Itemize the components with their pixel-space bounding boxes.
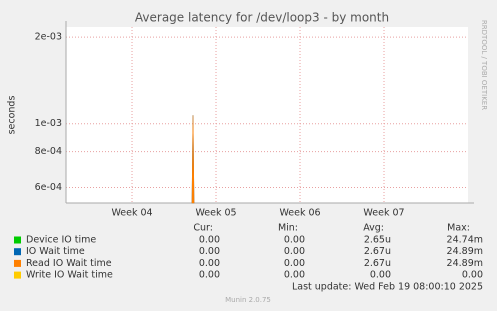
y-tick-label: 8e-04 <box>35 146 62 157</box>
legend-label: Write IO Wait time <box>26 270 113 281</box>
x-tick-label: Week 06 <box>279 208 320 219</box>
stat-header: Max: <box>447 223 470 234</box>
x-tick-label: Week 05 <box>195 208 236 219</box>
stat-value: 24.89m <box>447 258 483 269</box>
stat-value: 2.65u <box>364 235 391 246</box>
x-tick-label: Week 07 <box>363 208 404 219</box>
legend-swatch <box>14 271 21 279</box>
legend-swatch <box>14 248 21 256</box>
legend-label: IO Wait time <box>26 246 85 257</box>
stat-value: 24.74m <box>447 235 483 246</box>
stat-value: 0.00 <box>199 258 220 269</box>
stat-header: Min: <box>278 223 298 234</box>
stat-header: Cur: <box>193 223 213 234</box>
stat-value: 0.00 <box>284 235 305 246</box>
y-tick-label: 2e-03 <box>35 32 62 43</box>
side-note: RRDTOOL / TOBI OETIKER <box>480 20 488 110</box>
stat-value: 0.00 <box>199 235 220 246</box>
spike <box>191 115 195 204</box>
legend-label: Read IO Wait time <box>26 258 112 269</box>
stat-value: 0.00 <box>370 270 391 281</box>
stat-value: 0.00 <box>199 246 220 257</box>
stat-value: 0.00 <box>284 270 305 281</box>
stat-value: 2.67u <box>364 246 391 257</box>
y-axis-label: seconds <box>7 96 18 135</box>
stat-value: 0.00 <box>462 270 483 281</box>
footer: Munin 2.0.75 <box>225 296 271 304</box>
stat-value: 0.00 <box>199 270 220 281</box>
legend-swatch <box>14 259 21 267</box>
stat-value: 0.00 <box>284 258 305 269</box>
x-tick-label: Week 04 <box>111 208 152 219</box>
y-tick-label: 6e-04 <box>35 182 62 193</box>
y-tick-label: 1e-03 <box>35 118 62 129</box>
stat-value: 24.89m <box>447 246 483 257</box>
stat-value: 0.00 <box>284 246 305 257</box>
stat-value: 2.67u <box>364 258 391 269</box>
chart-title: Average latency for /dev/loop3 - by mont… <box>135 11 389 25</box>
legend-swatch <box>14 236 21 244</box>
legend-label: Device IO time <box>26 235 96 246</box>
stat-header: Avg: <box>363 223 384 234</box>
plot-area <box>66 27 468 203</box>
last-update: Last update: Wed Feb 19 08:00:10 2025 <box>292 282 483 293</box>
